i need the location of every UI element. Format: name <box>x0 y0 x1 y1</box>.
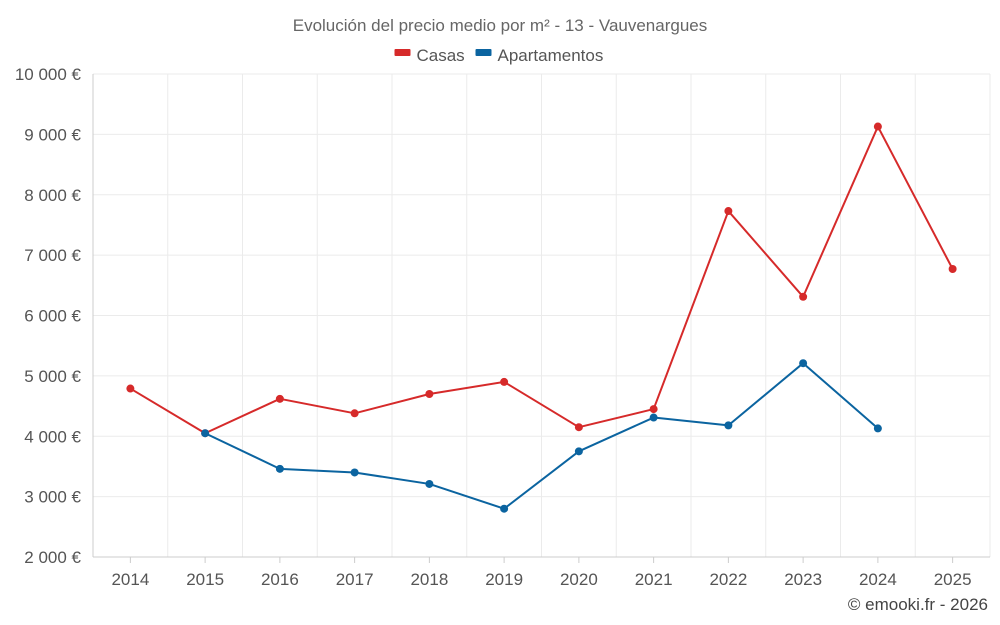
y-tick-label: 7 000 € <box>24 246 81 265</box>
x-tick-label: 2014 <box>111 570 149 589</box>
series-apartamentos <box>201 359 882 513</box>
data-point-apartamentos[interactable] <box>425 479 434 488</box>
x-tick-label: 2016 <box>261 570 299 589</box>
x-axis: 2014 2015 2016 2017 2018 2019 2020 2021 2022 2023… <box>93 556 990 589</box>
y-tick-label: 5 000 € <box>24 367 81 386</box>
y-tick-label: 10 000 € <box>15 65 82 84</box>
data-point-casas[interactable] <box>873 122 882 131</box>
x-tick-label: 2022 <box>709 570 747 589</box>
data-point-casas[interactable] <box>799 292 808 301</box>
data-point-apartamentos[interactable] <box>873 424 882 433</box>
y-tick-label: 6 000 € <box>24 307 81 326</box>
series-line-apartamentos <box>204 362 879 510</box>
series-group <box>126 122 957 513</box>
legend-item-casas[interactable]: Casas <box>394 46 465 65</box>
data-point-casas[interactable] <box>649 405 658 414</box>
data-point-apartamentos[interactable] <box>799 359 808 368</box>
series-line-casas <box>129 125 954 435</box>
x-tick-label: 2020 <box>560 570 598 589</box>
data-point-apartamentos[interactable] <box>724 421 733 430</box>
data-point-casas[interactable] <box>350 409 359 418</box>
data-point-apartamentos[interactable] <box>649 413 658 422</box>
credit-text: © emooki.fr - 2026 <box>848 595 988 614</box>
data-point-casas[interactable] <box>425 389 434 398</box>
data-point-casas[interactable] <box>500 377 509 386</box>
data-point-casas[interactable] <box>126 384 135 393</box>
y-tick-label: 9 000 € <box>24 125 81 144</box>
x-tick-label: 2018 <box>410 570 448 589</box>
data-point-apartamentos[interactable] <box>574 447 583 456</box>
x-tick-label: 2025 <box>934 570 972 589</box>
x-tick-label: 2019 <box>485 570 523 589</box>
data-point-apartamentos[interactable] <box>350 468 359 477</box>
legend-label-apartamentos: Apartamentos <box>498 46 604 65</box>
x-tick-label: 2017 <box>336 570 374 589</box>
x-tick-label: 2021 <box>635 570 673 589</box>
data-point-apartamentos[interactable] <box>201 429 210 438</box>
legend-item-apartamentos[interactable]: Apartamentos <box>475 46 604 65</box>
legend-swatch-casas <box>394 49 411 56</box>
x-tick-label: 2024 <box>859 570 897 589</box>
data-point-casas[interactable] <box>275 394 284 403</box>
data-point-apartamentos[interactable] <box>500 504 509 513</box>
y-tick-label: 4 000 € <box>24 427 81 446</box>
x-tick-label: 2023 <box>784 570 822 589</box>
y-tick-label: 8 000 € <box>24 186 81 205</box>
y-tick-label: 2 000 € <box>24 548 81 567</box>
data-point-casas[interactable] <box>948 265 957 274</box>
data-point-casas[interactable] <box>574 423 583 432</box>
y-axis: 2 000 € 3 000 € 4 000 € 5 000 € 6 000 € 7 000… <box>15 65 94 567</box>
data-point-apartamentos[interactable] <box>275 464 284 473</box>
legend: Casas Apartamentos <box>394 46 604 65</box>
data-point-casas[interactable] <box>724 207 733 216</box>
x-tick-label: 2015 <box>186 570 224 589</box>
legend-swatch-apartamentos <box>475 49 492 56</box>
chart-title: Evolución del precio medio por m² - 13 -… <box>293 16 708 35</box>
y-tick-label: 3 000 € <box>24 488 81 507</box>
legend-label-casas: Casas <box>417 46 465 65</box>
gridlines <box>93 73 991 557</box>
